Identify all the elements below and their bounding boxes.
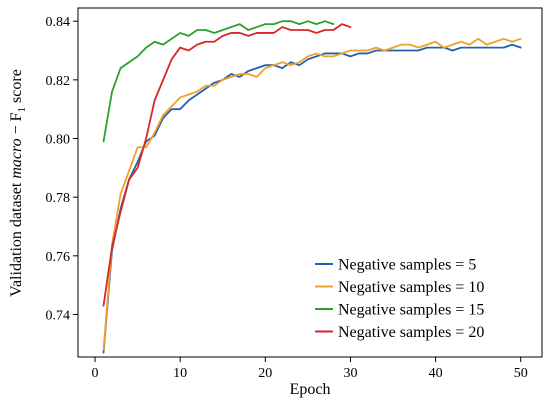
x-tick-label-10: 10 — [173, 366, 187, 381]
legend: Negative samples = 5 Negative samples = 1… — [315, 257, 484, 341]
legend-label-4: Negative samples = 20 — [338, 324, 484, 341]
y-axis-title-italic: macro — [8, 138, 25, 178]
y-axis-title-subscript: 1 — [16, 107, 28, 113]
y-tick-label-0.82: 0.82 — [46, 74, 71, 89]
y-axis-ticks: 0.74 0.76 0.78 0.80 0.82 0.84 — [46, 15, 78, 323]
legend-label-3: Negative samples = 15 — [338, 302, 484, 319]
series-line-4 — [102, 23, 352, 307]
plot-area-frame — [77, 7, 543, 358]
legend-label-1: Negative samples = 5 — [338, 257, 476, 274]
series-line-2 — [102, 37, 522, 351]
legend-label-2: Negative samples = 10 — [338, 279, 484, 296]
y-tick-label-0.78: 0.78 — [46, 191, 71, 206]
series-line-3 — [102, 20, 335, 143]
series-line-1 — [102, 43, 522, 354]
y-tick-label-0.80: 0.80 — [46, 133, 71, 148]
x-tick-label-0: 0 — [92, 366, 99, 381]
x-tick-label-40: 40 — [429, 366, 443, 381]
y-axis-title-suffix: score — [8, 69, 25, 107]
y-axis-title-mid: − F — [8, 112, 25, 138]
x-axis-ticks: 0 10 20 30 40 50 — [92, 357, 528, 381]
x-tick-label-50: 50 — [514, 366, 528, 381]
y-tick-label-0.84: 0.84 — [46, 15, 71, 30]
x-tick-label-30: 30 — [343, 366, 357, 381]
x-axis-title: Epoch — [290, 381, 331, 398]
y-tick-label-0.76: 0.76 — [46, 250, 71, 265]
x-tick-label-20: 20 — [258, 366, 272, 381]
y-axis-title-prefix: Validation dataset — [8, 179, 25, 297]
y-tick-label-0.74: 0.74 — [46, 308, 71, 323]
y-axis-title: Validation dataset macro − F1 score — [8, 69, 28, 297]
series-group — [102, 20, 522, 354]
